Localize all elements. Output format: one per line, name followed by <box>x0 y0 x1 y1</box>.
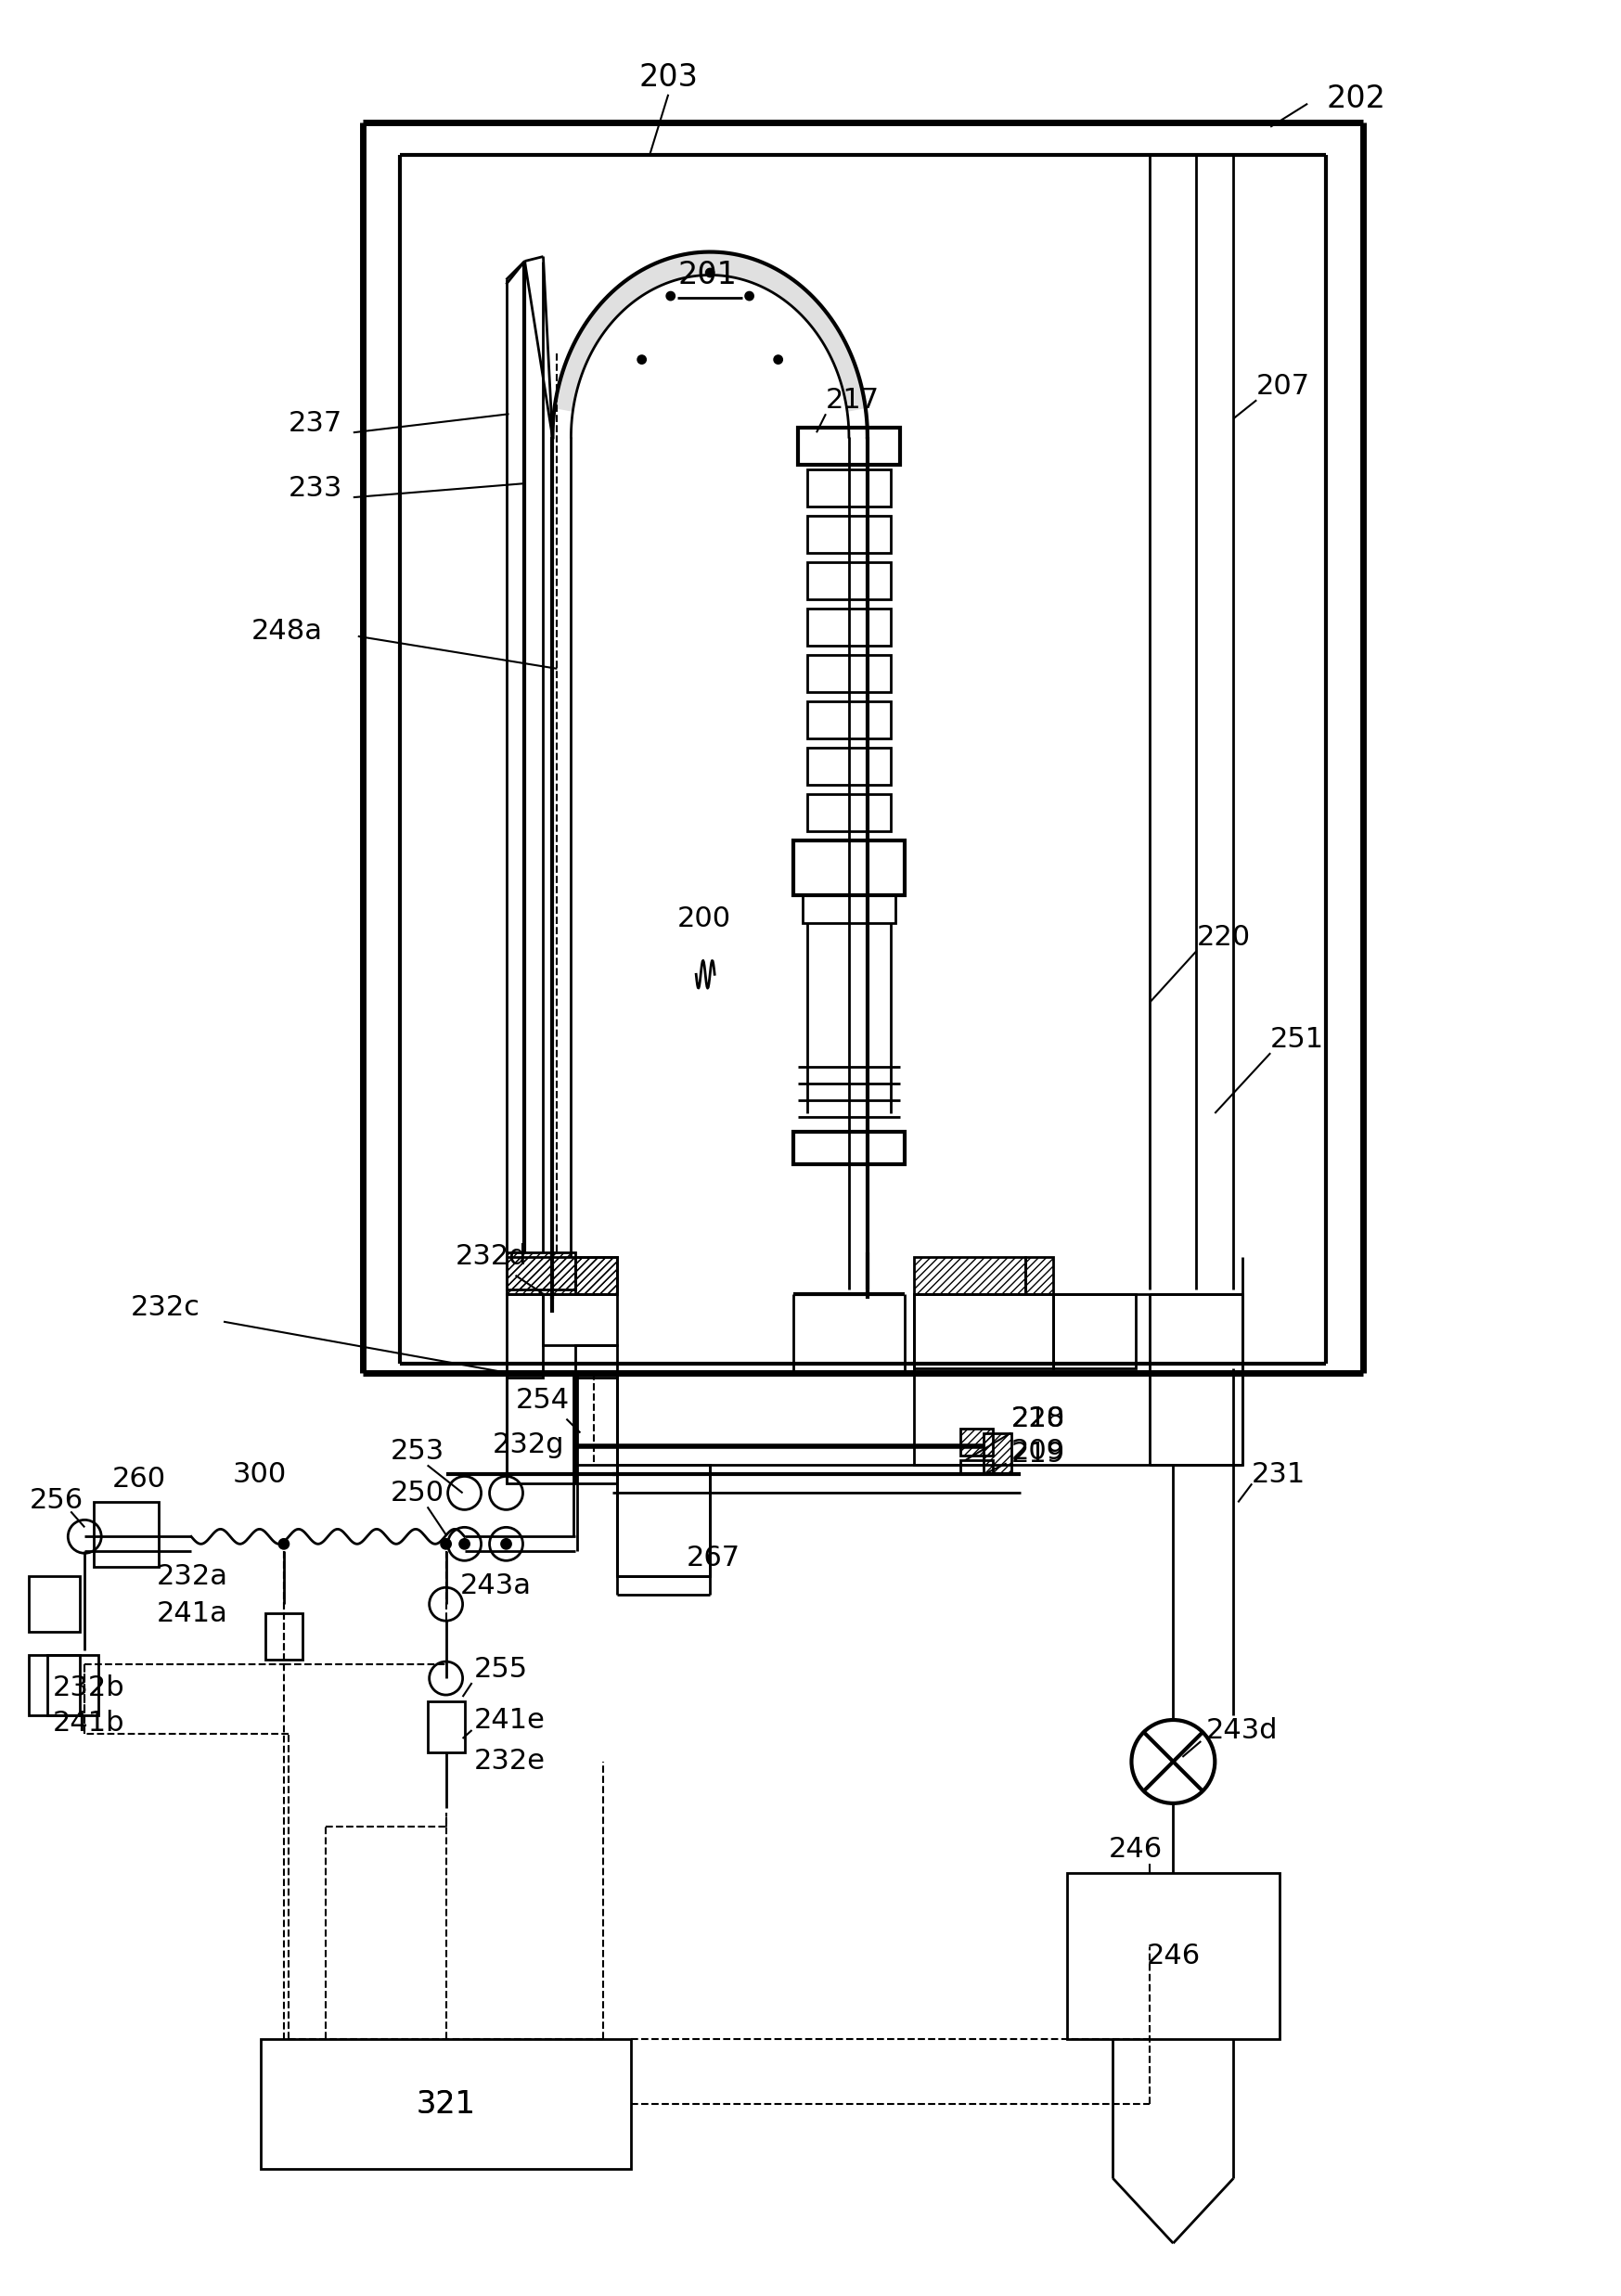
Bar <box>960 1428 992 1456</box>
Text: 241e: 241e <box>473 1706 545 1733</box>
Text: 233: 233 <box>289 475 342 501</box>
Text: 241a: 241a <box>157 1600 229 1628</box>
Text: 251: 251 <box>1271 1026 1324 1052</box>
Bar <box>29 1577 79 1632</box>
Text: 217: 217 <box>825 386 880 413</box>
Text: 321: 321 <box>417 2089 475 2119</box>
Text: 209: 209 <box>1012 1437 1065 1465</box>
Polygon shape <box>554 253 866 411</box>
Text: 253: 253 <box>391 1437 444 1465</box>
Bar <box>1052 1295 1136 1368</box>
Text: 267: 267 <box>687 1545 741 1570</box>
Circle shape <box>441 1538 451 1548</box>
Text: 256: 256 <box>29 1488 83 1513</box>
Bar <box>1067 1874 1279 2039</box>
Circle shape <box>460 1538 468 1548</box>
Text: 220: 220 <box>1012 1405 1065 1433</box>
Bar <box>266 1614 303 1660</box>
Text: 232a: 232a <box>157 1564 229 1589</box>
Text: 231: 231 <box>1251 1460 1307 1488</box>
Bar <box>428 1701 465 1752</box>
Text: 241b: 241b <box>52 1708 125 1736</box>
Text: 300: 300 <box>233 1460 287 1488</box>
Bar <box>807 700 890 737</box>
Text: 232b: 232b <box>52 1674 125 1701</box>
Text: 246: 246 <box>1146 1942 1200 1970</box>
Text: 243a: 243a <box>460 1573 532 1598</box>
Text: 246: 246 <box>1109 1837 1162 1862</box>
Text: 255: 255 <box>473 1655 528 1683</box>
Bar <box>807 654 890 691</box>
Text: 220: 220 <box>1196 923 1250 951</box>
Text: 232g: 232g <box>493 1430 564 1458</box>
Bar <box>793 840 905 895</box>
Text: 207: 207 <box>1256 372 1310 400</box>
Text: 232d: 232d <box>456 1244 527 1270</box>
Bar <box>984 1433 1012 1474</box>
Bar <box>506 1251 575 1290</box>
Text: 200: 200 <box>678 905 731 932</box>
Text: 202: 202 <box>1326 83 1386 115</box>
Bar <box>29 1655 79 1715</box>
Bar <box>914 1295 1243 1465</box>
Bar <box>914 1295 1052 1368</box>
Bar <box>793 1132 905 1164</box>
Text: 248a: 248a <box>251 618 323 645</box>
Text: 203: 203 <box>639 62 699 94</box>
Bar <box>506 1295 543 1378</box>
Text: 201: 201 <box>678 259 738 289</box>
Bar <box>807 517 890 553</box>
Bar <box>506 1373 618 1483</box>
Circle shape <box>775 356 781 363</box>
Circle shape <box>639 356 645 363</box>
Bar <box>575 1256 618 1295</box>
Text: 321: 321 <box>417 2089 475 2119</box>
Bar <box>807 748 890 785</box>
Bar <box>47 1655 99 1715</box>
Bar <box>802 895 895 923</box>
Bar <box>1024 1256 1052 1295</box>
Bar <box>575 1345 618 1378</box>
Bar <box>807 563 890 599</box>
Text: 218: 218 <box>1012 1405 1065 1433</box>
Bar <box>807 471 890 507</box>
Bar <box>798 427 900 464</box>
Circle shape <box>746 292 754 301</box>
Bar <box>807 608 890 645</box>
Bar <box>914 1256 1024 1295</box>
Bar <box>807 794 890 831</box>
Circle shape <box>707 269 713 276</box>
Bar <box>94 1502 159 1568</box>
Bar <box>618 1465 710 1577</box>
Bar <box>960 1460 992 1474</box>
Text: 232e: 232e <box>473 1747 545 1775</box>
Circle shape <box>279 1538 289 1548</box>
Text: 237: 237 <box>289 409 342 436</box>
Circle shape <box>666 292 674 301</box>
Text: 243d: 243d <box>1206 1717 1277 1743</box>
Text: 219: 219 <box>1012 1440 1065 1467</box>
Text: 250: 250 <box>391 1479 444 1506</box>
Bar <box>506 1256 618 1295</box>
Bar <box>543 1295 618 1345</box>
Bar <box>261 2039 631 2170</box>
Text: 260: 260 <box>112 1465 167 1492</box>
Text: 232c: 232c <box>131 1295 201 1320</box>
Circle shape <box>501 1538 511 1548</box>
Text: 254: 254 <box>515 1387 569 1414</box>
